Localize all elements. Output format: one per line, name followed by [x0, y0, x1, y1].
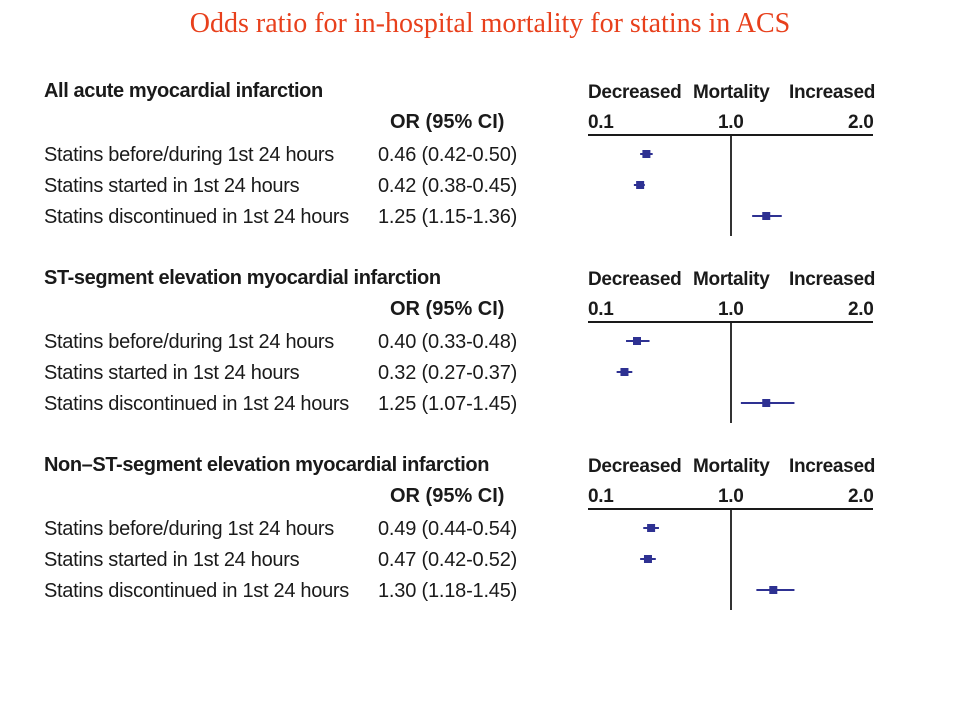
direction-label-mortality: Mortality — [693, 82, 770, 103]
row-label: Statins discontinued in 1st 24 hours — [44, 580, 349, 602]
point-estimate-marker — [643, 555, 652, 563]
or-column-header: OR (95% CI) — [390, 485, 505, 507]
x-tick-label: 2.0 — [848, 112, 874, 133]
or-ci-value: 0.42 (0.38-0.45) — [378, 175, 518, 197]
point-estimate-marker — [642, 150, 651, 158]
forest-plot — [588, 508, 873, 610]
panel-heading: ST-segment elevation myocardial infarcti… — [44, 267, 441, 289]
forest-plot — [588, 134, 873, 236]
or-ci-value: 0.49 (0.44-0.54) — [378, 518, 518, 540]
point-estimate-marker — [762, 399, 771, 407]
forest-plot — [588, 321, 873, 423]
point-estimate-marker — [636, 181, 645, 189]
direction-label-increased: Increased — [789, 269, 876, 290]
point-estimate-marker — [647, 524, 656, 532]
direction-label-decreased: Decreased — [588, 456, 682, 477]
chart-title: Odds ratio for in-hospital mortality for… — [189, 8, 791, 39]
or-ci-value: 1.30 (1.18-1.45) — [378, 580, 518, 602]
or-ci-value: 1.25 (1.07-1.45) — [378, 393, 518, 415]
row-label: Statins before/during 1st 24 hours — [44, 144, 334, 166]
direction-label-increased: Increased — [789, 82, 876, 103]
row-label: Statins discontinued in 1st 24 hours — [44, 393, 349, 415]
direction-label-decreased: Decreased — [588, 82, 682, 103]
forest-panel: All acute myocardial infarction OR (95% C… — [0, 78, 960, 258]
or-ci-value: 1.25 (1.15-1.36) — [378, 206, 518, 228]
point-estimate-marker — [762, 212, 771, 220]
x-tick-label: 1.0 — [718, 112, 744, 133]
x-tick-label: 0.1 — [588, 486, 614, 507]
direction-label-mortality: Mortality — [693, 456, 770, 477]
or-column-header: OR (95% CI) — [390, 298, 505, 320]
row-label: Statins started in 1st 24 hours — [44, 175, 300, 197]
x-tick-label: 0.1 — [588, 299, 614, 320]
direction-label-decreased: Decreased — [588, 269, 682, 290]
panel-heading: All acute myocardial infarction — [44, 80, 323, 102]
x-tick-label: 1.0 — [718, 299, 744, 320]
forest-panel: Non–ST-segment elevation myocardial infa… — [0, 452, 960, 632]
point-estimate-marker — [769, 586, 778, 594]
x-tick-label: 1.0 — [718, 486, 744, 507]
point-estimate-marker — [633, 337, 641, 345]
x-tick-label: 0.1 — [588, 112, 614, 133]
or-ci-value: 0.47 (0.42-0.52) — [378, 549, 518, 571]
or-ci-value: 0.40 (0.33-0.48) — [378, 331, 518, 353]
or-ci-value: 0.46 (0.42-0.50) — [378, 144, 518, 166]
point-estimate-marker — [620, 368, 629, 376]
direction-label-mortality: Mortality — [693, 269, 770, 290]
row-label: Statins before/during 1st 24 hours — [44, 331, 334, 353]
x-tick-label: 2.0 — [848, 486, 874, 507]
row-label: Statins discontinued in 1st 24 hours — [44, 206, 349, 228]
panel-heading: Non–ST-segment elevation myocardial infa… — [44, 454, 490, 476]
or-column-header: OR (95% CI) — [390, 111, 505, 133]
row-label: Statins started in 1st 24 hours — [44, 549, 300, 571]
row-label: Statins before/during 1st 24 hours — [44, 518, 334, 540]
x-tick-label: 2.0 — [848, 299, 874, 320]
direction-label-increased: Increased — [789, 456, 876, 477]
row-label: Statins started in 1st 24 hours — [44, 362, 300, 384]
forest-panel: ST-segment elevation myocardial infarcti… — [0, 265, 960, 445]
or-ci-value: 0.32 (0.27-0.37) — [378, 362, 518, 384]
